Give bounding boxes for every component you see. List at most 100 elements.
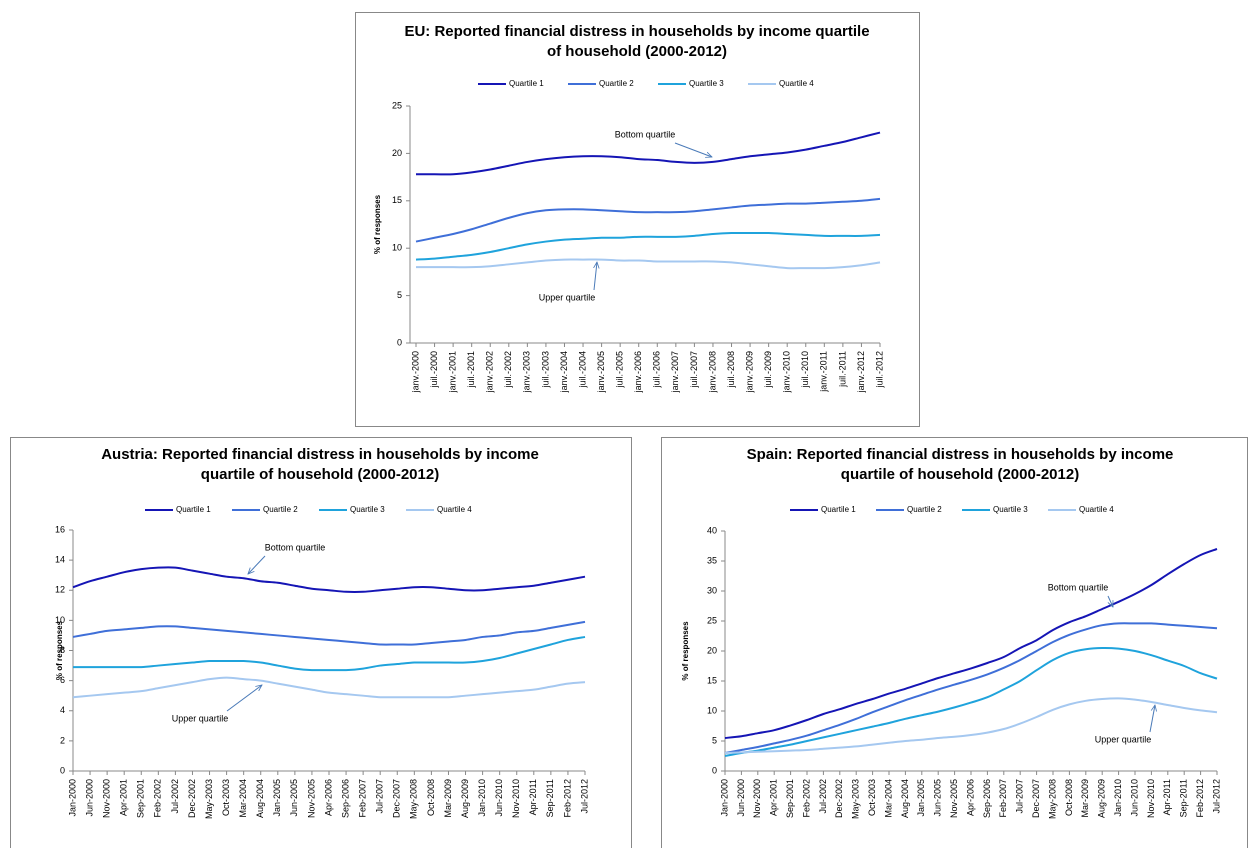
x-tick-label: Apr-2001 xyxy=(769,779,779,816)
x-tick-label: Jun-2005 xyxy=(933,779,943,817)
x-tick-label: Oct-2003 xyxy=(221,779,231,816)
annotation-arrow xyxy=(226,685,262,712)
legend-label: Quartile 3 xyxy=(689,79,724,88)
x-tick-label: Sep-2011 xyxy=(545,779,555,817)
y-tick-label: 20 xyxy=(392,148,402,158)
x-tick-label: Jun-2000 xyxy=(84,779,94,817)
legend-label: Quartile 4 xyxy=(1079,505,1114,514)
line-series xyxy=(724,622,1218,754)
x-tick-label: Aug-2009 xyxy=(1097,779,1107,818)
line-series xyxy=(724,697,1218,754)
chart-title: quartile of household (2000-2012) xyxy=(201,466,439,483)
x-tick-label: janv.-2011 xyxy=(819,351,829,393)
x-tick-label: Mar-2009 xyxy=(1080,779,1090,818)
x-tick-label: Apr-2001 xyxy=(119,779,129,816)
x-tick-label: juil.-2001 xyxy=(466,351,476,389)
y-tick-label: 5 xyxy=(397,290,402,300)
line-series xyxy=(415,197,881,243)
x-tick-label: Mar-2004 xyxy=(883,779,893,818)
x-tick-label: May-2008 xyxy=(409,779,419,819)
x-tick-label: Oct-2008 xyxy=(426,779,436,816)
x-tick-label: Dec-2007 xyxy=(1031,779,1041,818)
x-tick-label: juil.-2011 xyxy=(837,351,847,388)
x-tick-label: Mar-2009 xyxy=(443,779,453,818)
line-series xyxy=(416,258,881,270)
y-tick-label: 40 xyxy=(707,525,717,535)
x-tick-label: juil.-2004 xyxy=(577,351,587,389)
y-tick-label: 25 xyxy=(392,100,402,110)
x-tick-label: janv.-2009 xyxy=(744,351,754,393)
y-axis-label: % of responses xyxy=(681,621,690,681)
x-tick-label: Apr-2006 xyxy=(965,779,975,816)
x-tick-label: Oct-2003 xyxy=(867,779,877,816)
x-tick-label: Nov-2010 xyxy=(511,779,521,818)
x-tick-label: Dec-2002 xyxy=(834,779,844,818)
y-tick-label: 0 xyxy=(712,765,717,775)
annotation-arrow xyxy=(594,262,597,291)
annotation-arrow xyxy=(1107,595,1114,607)
x-tick-label: juil.-2012 xyxy=(874,351,884,389)
y-tick-label: 35 xyxy=(707,555,717,565)
x-tick-label: juil.-2008 xyxy=(726,351,736,389)
y-tick-label: 12 xyxy=(55,585,65,595)
x-tick-label: janv.-2010 xyxy=(782,351,792,393)
annotation-arrow xyxy=(1149,705,1155,733)
line-series xyxy=(72,676,586,699)
x-tick-label: janv.-2002 xyxy=(485,351,495,393)
x-tick-label: juil.-2005 xyxy=(615,351,625,389)
x-tick-label: janv.-2012 xyxy=(856,351,866,393)
x-tick-label: janv.-2006 xyxy=(633,351,643,393)
x-tick-label: Jan-2010 xyxy=(477,779,487,817)
y-tick-label: 25 xyxy=(707,615,717,625)
legend-label: Quartile 3 xyxy=(993,505,1028,514)
x-tick-label: Sep-2006 xyxy=(982,779,992,818)
x-tick-label: Apr-2006 xyxy=(323,779,333,816)
y-tick-label: 16 xyxy=(55,524,65,534)
y-tick-label: 20 xyxy=(707,645,717,655)
legend-label: Quartile 2 xyxy=(907,505,942,514)
y-tick-label: 15 xyxy=(707,675,717,685)
x-tick-label: juil.-2003 xyxy=(540,351,550,389)
x-tick-label: juil.-2000 xyxy=(429,351,439,389)
x-tick-label: janv.-2005 xyxy=(596,351,606,393)
x-tick-label: janv.-2000 xyxy=(410,351,420,393)
legend-label: Quartile 2 xyxy=(263,505,298,514)
y-tick-label: 6 xyxy=(60,675,65,685)
y-tick-label: 10 xyxy=(392,243,402,253)
y-tick-label: 15 xyxy=(392,195,402,205)
x-tick-label: Jul-2007 xyxy=(1015,779,1025,814)
legend-label: Quartile 3 xyxy=(350,505,385,514)
y-axis-label: % of responses xyxy=(55,620,64,680)
y-tick-label: 14 xyxy=(55,555,65,565)
x-tick-label: Feb-2007 xyxy=(998,779,1008,818)
annotation: Upper quartile xyxy=(539,292,596,302)
x-tick-label: Jul-2002 xyxy=(818,779,828,814)
line-series xyxy=(73,635,586,672)
y-tick-label: 30 xyxy=(707,585,717,595)
x-tick-label: janv.-2001 xyxy=(447,351,457,393)
x-tick-label: May-2003 xyxy=(851,779,861,819)
x-tick-label: Jan-2005 xyxy=(916,779,926,817)
x-tick-label: Feb-2002 xyxy=(801,779,811,818)
chart-title: quartile of household (2000-2012) xyxy=(841,466,1079,483)
annotation: Bottom quartile xyxy=(265,542,326,552)
panel-border xyxy=(661,437,1248,853)
x-tick-label: Jul-2012 xyxy=(1211,779,1221,814)
panel-border xyxy=(355,12,920,427)
x-tick-label: Sep-2001 xyxy=(136,779,146,818)
line-series xyxy=(72,620,586,646)
y-tick-label: 8 xyxy=(60,645,65,655)
x-tick-label: Sep-2001 xyxy=(785,779,795,818)
x-tick-label: Nov-2000 xyxy=(102,779,112,818)
x-tick-label: juil.-2009 xyxy=(763,351,773,389)
x-tick-label: Jun-2010 xyxy=(1129,779,1139,817)
line-series xyxy=(72,566,586,593)
annotation-arrow xyxy=(248,555,266,574)
x-tick-label: Sep-2011 xyxy=(1179,779,1189,817)
x-tick-label: Jan-2000 xyxy=(67,779,77,817)
annotation: Upper quartile xyxy=(1095,734,1152,744)
legend-label: Quartile 1 xyxy=(176,505,211,514)
x-tick-label: Aug-2004 xyxy=(255,779,265,818)
panel-border xyxy=(10,437,632,853)
